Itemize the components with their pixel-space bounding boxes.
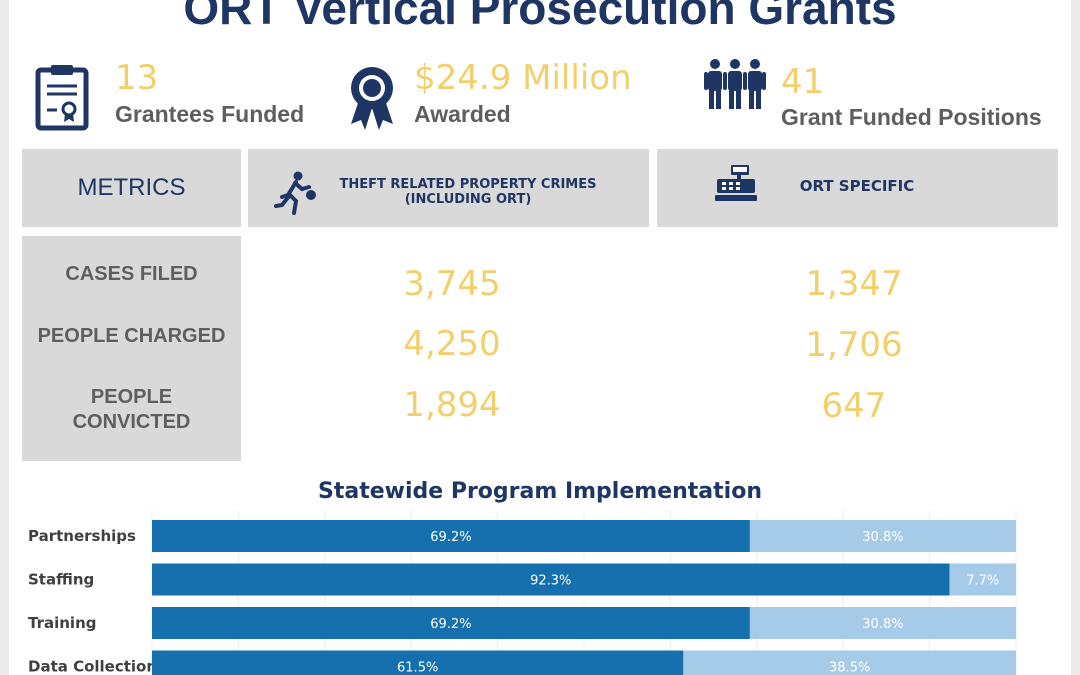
stat-label: Grantees Funded [115,101,305,127]
row-label-line1: PEOPLE [90,386,173,408]
row-label-people-convicted: PEOPLE CONVICTED [22,385,241,435]
stat-awarded: $24.9 Million Awarded [349,58,679,138]
running-thief-icon [274,171,316,215]
category-label: Training [28,614,96,632]
value-people-charged-theft: 4,250 [403,324,501,364]
bar-data-label: 7.7% [966,574,999,589]
value-cases-filed-theft: 3,745 [403,264,501,304]
award-ribbon-icon [351,67,393,130]
stat-positions: 41 Grant Funded Positions [704,58,1064,138]
chart-title: Statewide Program Implementation [318,479,762,504]
bar-segment [152,520,750,552]
bar-data-label: 92.3% [530,574,571,589]
page-title: ORT Vertical Prosecution Grants [183,0,897,34]
category-label: Data Collection [28,658,157,675]
infographic-page: ORT Vertical Prosecution Grants 13 Grant… [9,0,1071,675]
certificate-clipboard-icon [35,65,89,131]
column-header-label: ORT SPECIFIC [799,177,915,195]
column-header-theft: THEFT RELATED PROPERTY CRIMES (INCLUDING… [248,149,649,227]
category-label: Staffing [28,571,94,589]
people-group-icon [704,59,766,109]
value-people-convicted-ort: 647 [821,386,887,426]
bar-segment [749,607,1016,639]
bar-segment [949,563,1016,596]
row-labels-cell: CASES FILED PEOPLE CHARGED PEOPLE CONVIC… [22,236,241,461]
stat-value: $24.9 Million [414,58,632,98]
category-label: Partnerships [28,527,136,545]
implementation-chart: Partnerships 69.2% 30.8% Staffing 92.3% 7.7% T… [28,510,1017,675]
bar-data-label: 30.8% [862,617,903,632]
bar-segment [152,650,684,675]
row-label-people-charged: PEOPLE CHARGED [37,325,226,347]
value-cases-filed-ort: 1,347 [805,264,903,304]
bar-data-label: 30.8% [862,530,903,545]
bar-data-label: 69.2% [430,530,471,545]
bar-segment [152,607,750,639]
bar-data-label: 69.2% [430,617,471,632]
column-header-line1: THEFT RELATED PROPERTY CRIMES [339,177,597,192]
column-header-ort: ORT SPECIFIC [657,149,1058,227]
bar-data-label: 61.5% [397,661,438,675]
bar-data-label: 38.5% [829,661,870,675]
bar-segment [683,650,1016,675]
row-label-line2: CONVICTED [72,411,191,433]
stat-label: Grant Funded Positions [781,104,1042,130]
bar-segment [152,563,950,596]
stat-value: 13 [115,58,159,98]
value-people-charged-ort: 1,706 [805,325,903,365]
bar-segment [749,520,1016,552]
metrics-header-label: METRICS [77,174,186,201]
stat-value: 41 [781,62,825,102]
stat-grantees: 13 Grantees Funded [35,58,335,138]
column-header-line2: (INCLUDING ORT) [404,192,532,207]
row-label-cases-filed: CASES FILED [65,263,198,285]
cash-register-icon [715,165,757,201]
metrics-header-cell: METRICS [22,149,241,227]
value-people-convicted-theft: 1,894 [403,385,501,425]
stat-label: Awarded [414,101,511,127]
column-header-label: THEFT RELATED PROPERTY CRIMES (INCLUDING… [308,177,628,207]
